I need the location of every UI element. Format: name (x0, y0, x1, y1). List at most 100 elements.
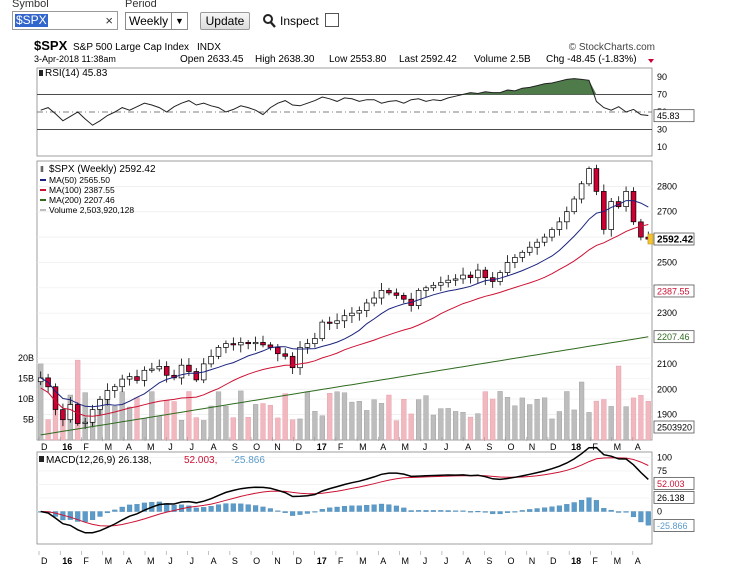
macd-histogram-bar (490, 511, 496, 515)
inspect-label: Inspect (280, 14, 319, 28)
price-candle (415, 290, 422, 306)
macd-histogram-bar (608, 509, 614, 512)
macd-histogram-bar (141, 502, 147, 512)
x-tick-label: J (444, 442, 449, 452)
price-candle (564, 211, 570, 223)
macd-histogram-bar (534, 508, 540, 512)
period-select[interactable]: Weekly ▼ (125, 12, 188, 30)
macd-histogram-bar (386, 504, 392, 512)
price-candle (512, 257, 518, 263)
x-tick-label: J (444, 556, 449, 566)
macd-histogram-bar (542, 507, 548, 512)
price-candle (630, 191, 637, 223)
volume-bar (141, 418, 148, 441)
macd-histogram-bar (90, 511, 96, 520)
price-candle (82, 421, 88, 424)
x-tick-label: M (359, 442, 367, 452)
legend-entry: MA(200) 2207.46 (49, 195, 115, 205)
volume-bar (356, 401, 362, 441)
macd-histogram-bar (215, 504, 222, 512)
macd-panel: 0255075100MACD(12,26,9) 26.138,52.003,-2… (36, 446, 695, 545)
price-candle (112, 386, 118, 391)
volume-bar (349, 401, 355, 441)
volume-bar (482, 391, 488, 441)
x-tick-label: 17 (317, 442, 327, 452)
volume-bar (519, 397, 525, 441)
volume-tick-label: 10B (18, 394, 34, 404)
ma200-line (40, 336, 649, 436)
symbol-value[interactable]: $SPX (15, 13, 48, 27)
x-tick-label: O (253, 556, 260, 566)
ma50-line (40, 200, 649, 408)
macd-histogram-bar (193, 507, 199, 512)
macd-histogram-bar (304, 511, 310, 514)
macd-histogram-bar (512, 511, 518, 513)
macd-histogram-bar (186, 505, 192, 512)
chevron-down-icon[interactable]: ▼ (171, 13, 187, 29)
price-candle (452, 278, 459, 281)
inspect-checkbox[interactable] (325, 13, 339, 27)
macd-legend-swatch (39, 456, 44, 462)
price-candle (386, 290, 392, 294)
price-candle (363, 302, 370, 311)
x-tick-label: J (168, 442, 173, 452)
volume-bar (497, 391, 503, 441)
x-tick-label: S (486, 442, 492, 452)
x-tick-label: M (402, 442, 410, 452)
macd-histogram-bar (356, 505, 362, 512)
price-candle (297, 347, 303, 369)
x-tick-label: A (635, 556, 641, 566)
volume-bar (408, 413, 414, 441)
macd-tick-label: 100 (657, 452, 672, 462)
symbol-input[interactable]: $SPX × (12, 11, 118, 30)
x-tick-label: 16 (62, 556, 72, 566)
low-value: Low 2553.80 (329, 54, 387, 65)
macd-histogram-last-box (653, 519, 695, 532)
macd-histogram-bar (378, 503, 385, 512)
volume-bar (378, 403, 385, 441)
macd-histogram-bar (245, 504, 251, 512)
x-tick-label: D (550, 442, 557, 452)
volume-value: Volume 2.5B (474, 54, 531, 65)
macd-legend-signal: 52.003, (184, 455, 217, 466)
volume-bar (193, 417, 199, 441)
x-tick-label: O (253, 442, 260, 452)
macd-histogram-bar (260, 506, 266, 512)
macd-last: 26.138 (657, 493, 685, 503)
volume-tick-label: 15B (18, 374, 34, 384)
volume-bar (549, 418, 555, 441)
ma100-last-value: 2387.55 (657, 286, 690, 296)
macd-histogram-bar (579, 499, 585, 512)
volume-bar (341, 392, 348, 441)
price-candle (371, 297, 377, 304)
x-tick-label: O (508, 442, 515, 452)
x-tick-label: M (147, 556, 155, 566)
x-tick-label: M (614, 442, 622, 452)
macd-histogram-bar (571, 502, 577, 512)
magnifier-icon[interactable] (262, 13, 276, 29)
x-tick-label: 18 (571, 442, 581, 452)
x-tick-label: D (41, 556, 48, 566)
update-button[interactable]: Update (200, 12, 250, 30)
x-tick-label: O (508, 556, 515, 566)
volume-bar (467, 416, 474, 441)
volume-bar (252, 404, 259, 441)
macd-signal-last: 52.003 (657, 479, 685, 489)
price-candle (119, 378, 125, 388)
price-candle (141, 369, 148, 381)
price-x-axis: D 16 F M A M J J A S O N D 17 F M A M J J A S O N D 18 F M A (38, 437, 641, 452)
clear-icon[interactable]: × (105, 13, 113, 28)
rsi-last-value-box (653, 109, 695, 123)
legend-entry: MA(50) 2565.50 (49, 175, 110, 185)
price-candle (482, 269, 489, 279)
macd-tick-label: 0 (657, 507, 662, 517)
macd-histogram-bar (312, 511, 318, 513)
macd-histogram-bar (416, 510, 422, 512)
volume-bar (504, 397, 511, 441)
price-tick-label: 2800 (657, 181, 677, 191)
volume-bar (556, 411, 563, 441)
price-candle (578, 183, 585, 200)
price-candle (393, 292, 400, 296)
x-tick-label: F (83, 556, 89, 566)
macd-histogram-bar (453, 510, 459, 512)
